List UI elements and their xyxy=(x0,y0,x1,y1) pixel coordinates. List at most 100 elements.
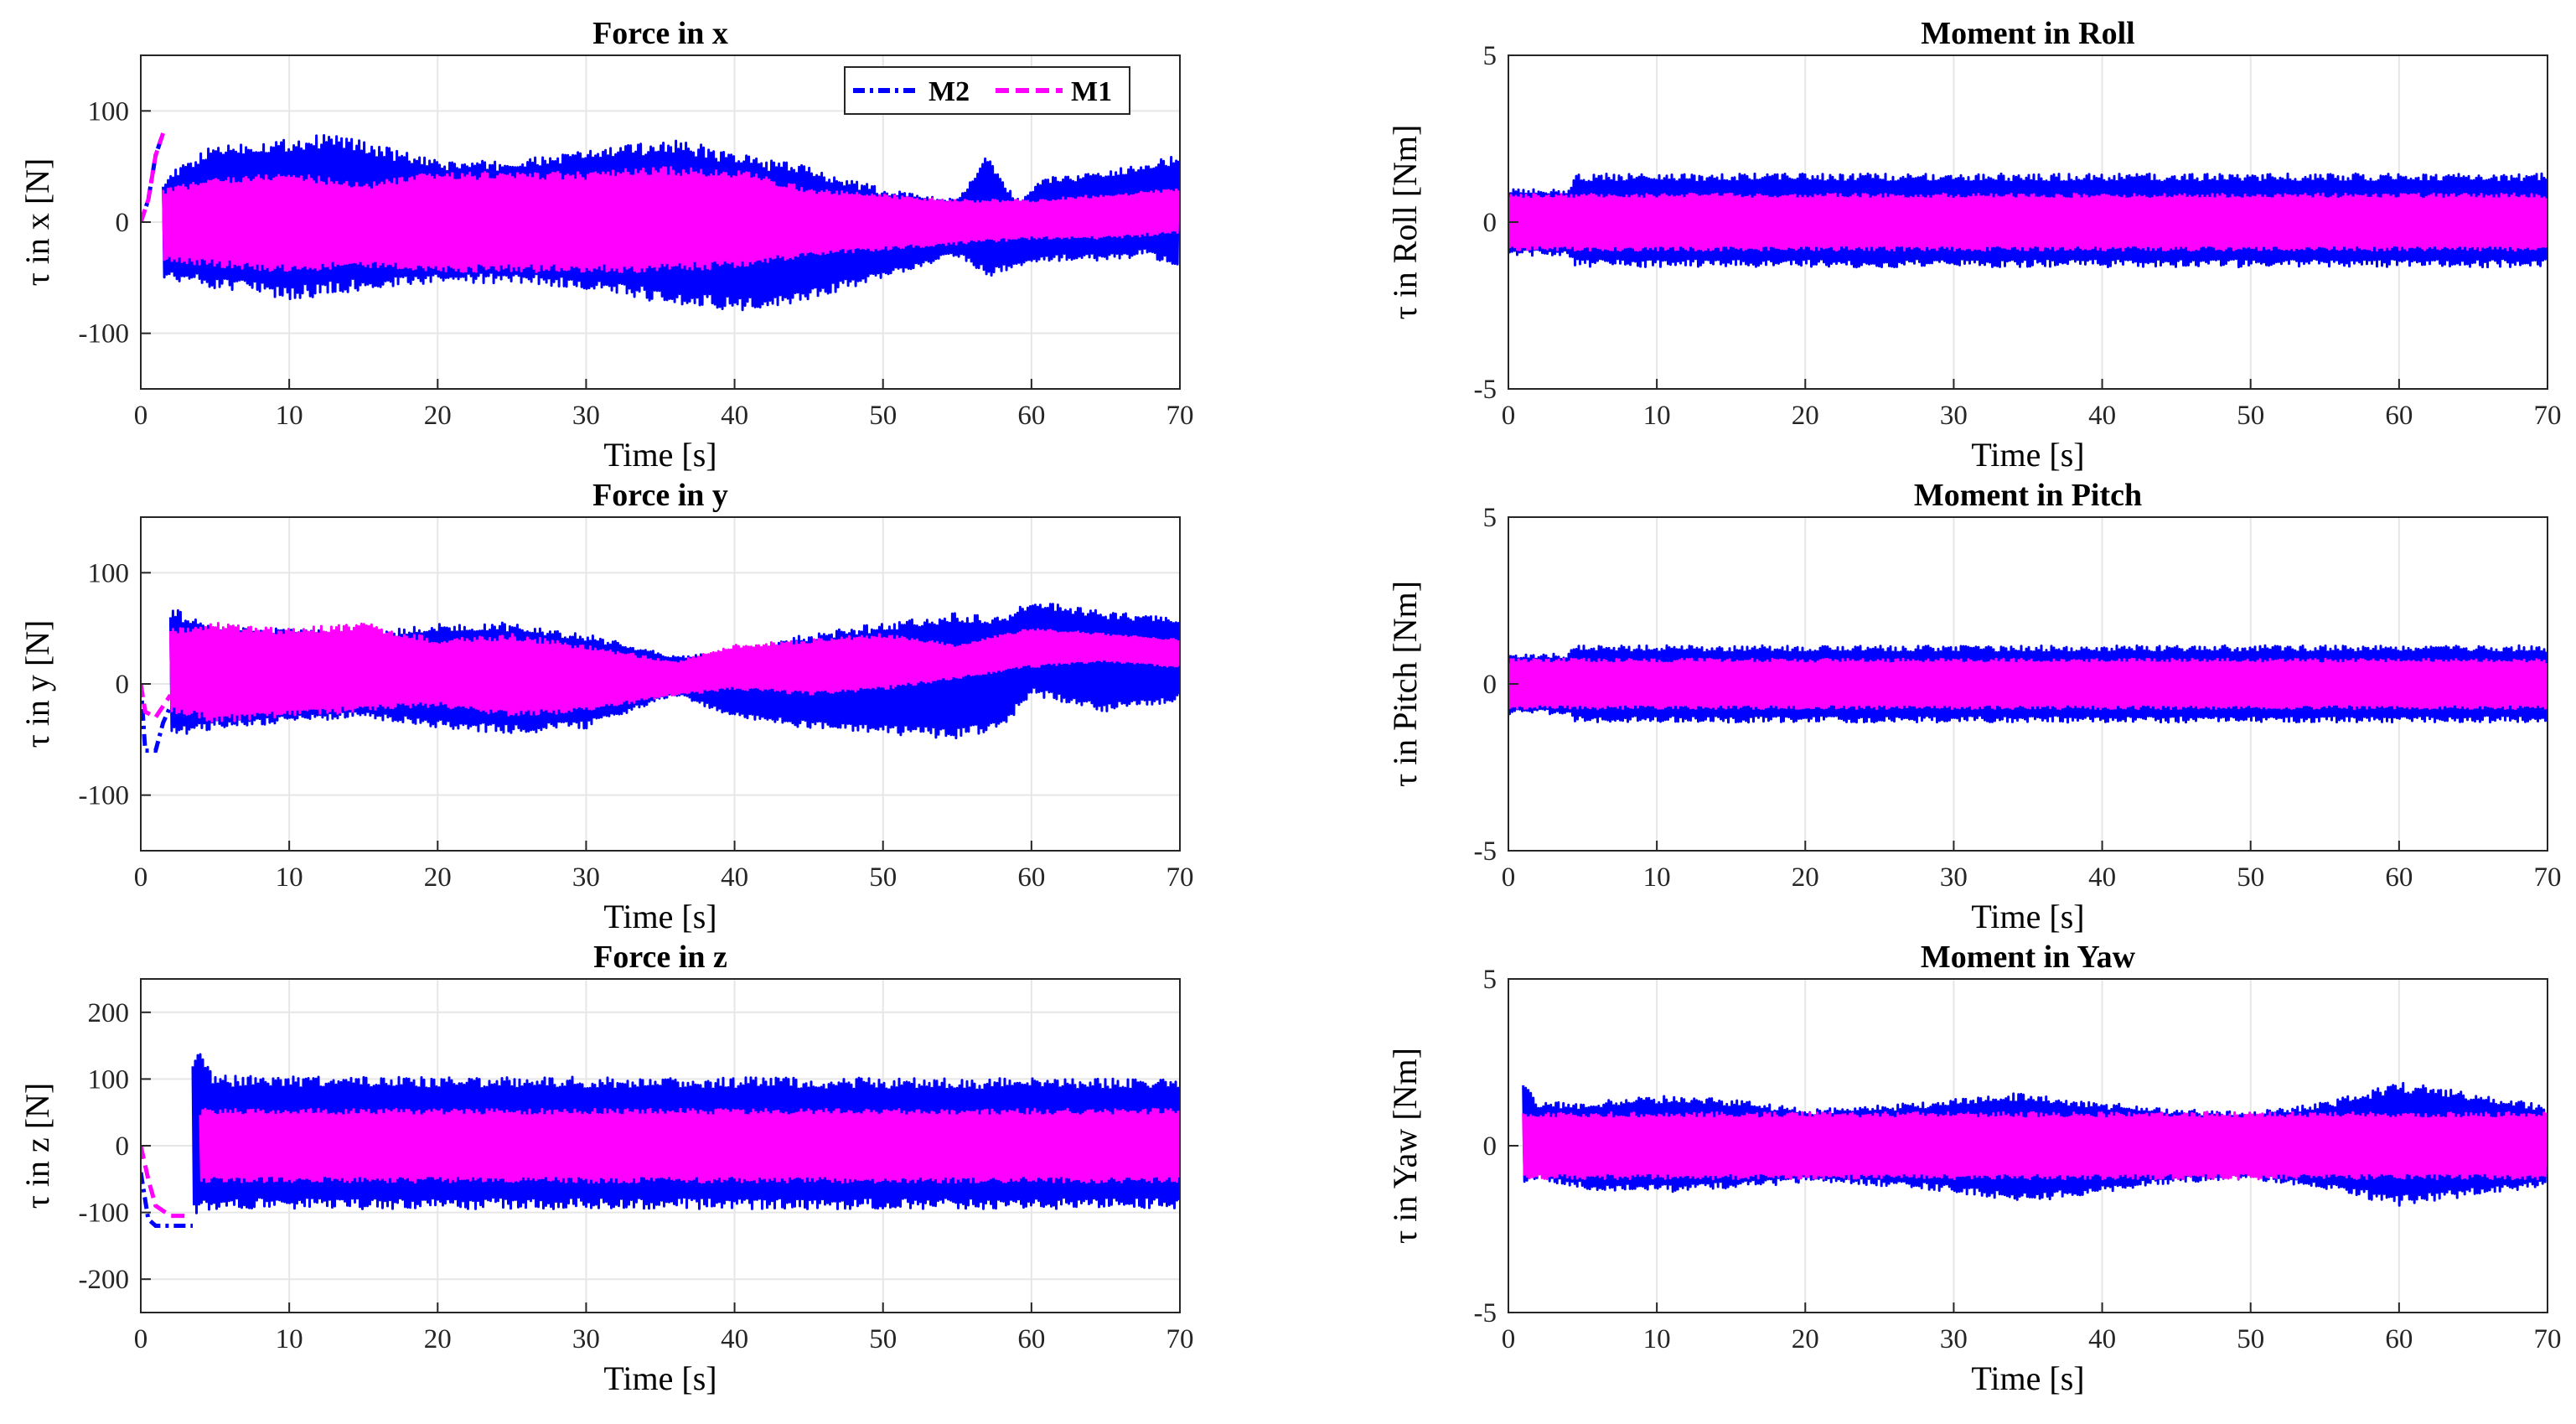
x-tick-label: 70 xyxy=(1166,401,1194,431)
legend-box xyxy=(844,66,1130,115)
x-tick-label: 70 xyxy=(2534,862,2562,893)
x-tick-label: 50 xyxy=(869,1324,897,1354)
y-axis-label: τ in z [N] xyxy=(18,1083,56,1209)
x-tick-label: 30 xyxy=(1940,1324,1968,1354)
y-tick-label: -200 xyxy=(79,1265,130,1295)
chart-fy: 0 10 20 30 40 50 60 70 -100 0 100 Force in y Time [s… xyxy=(18,478,1194,935)
chart-title: Force in y xyxy=(592,478,728,513)
chart-title: Moment in Pitch xyxy=(1914,478,2142,513)
x-tick-label: 0 xyxy=(1502,401,1516,431)
y-tick-label: -5 xyxy=(1474,1298,1497,1328)
series-M1 xyxy=(1508,192,2548,252)
y-tick-label: 5 xyxy=(1483,503,1497,533)
x-tick-label: 40 xyxy=(2088,1324,2116,1354)
series-M1 xyxy=(162,166,1180,273)
x-tick-label: 10 xyxy=(276,401,303,431)
x-tick-label: 10 xyxy=(276,862,303,893)
y-tick-label: 100 xyxy=(88,96,130,127)
plot-series xyxy=(141,132,1180,312)
x-tick-label: 20 xyxy=(424,1324,452,1354)
y-axis-label: τ in Yaw [Nm] xyxy=(1386,1048,1424,1244)
x-tick-label: 0 xyxy=(134,1324,148,1354)
legend: M2 M1 xyxy=(844,66,1130,115)
y-tick-label: -5 xyxy=(1474,375,1497,405)
x-tick-label: 20 xyxy=(424,862,452,893)
y-tick-label: 0 xyxy=(116,208,130,238)
x-tick-label: 10 xyxy=(1643,401,1671,431)
x-tick-label: 50 xyxy=(2237,862,2264,893)
x-tick-label: 20 xyxy=(1792,862,1819,893)
x-tick-label: 30 xyxy=(1940,862,1968,893)
x-tick-label: 0 xyxy=(134,862,148,893)
y-tick-label: 100 xyxy=(88,558,130,588)
x-tick-label: 70 xyxy=(1166,1324,1194,1354)
x-tick-label: 70 xyxy=(2534,401,2562,431)
x-tick-label: 40 xyxy=(721,1324,748,1354)
x-tick-label: 50 xyxy=(2237,1324,2264,1354)
plot-series xyxy=(1522,1081,2548,1207)
x-tick-label: 30 xyxy=(572,862,600,893)
x-axis-label: Time [s] xyxy=(603,436,716,474)
x-tick-label: 50 xyxy=(2237,401,2264,431)
x-axis-label: Time [s] xyxy=(1971,1359,2084,1397)
x-tick-label: 0 xyxy=(134,401,148,431)
y-tick-label: -5 xyxy=(1474,836,1497,867)
x-axis-label: Time [s] xyxy=(603,898,716,935)
x-tick-label: 60 xyxy=(2385,862,2413,893)
x-tick-label: 60 xyxy=(1017,862,1045,893)
y-tick-label: 100 xyxy=(88,1064,130,1095)
plot-series xyxy=(141,1053,1180,1228)
x-tick-label: 60 xyxy=(1017,1324,1045,1354)
y-tick-label: 5 xyxy=(1483,41,1497,71)
y-tick-label: -100 xyxy=(79,781,130,811)
y-tick-label: 0 xyxy=(1483,670,1497,700)
y-tick-label: 200 xyxy=(88,998,130,1028)
x-axis-label: Time [s] xyxy=(1971,898,2084,935)
series-M2-transient xyxy=(141,1172,193,1228)
series-M1-transient xyxy=(141,1145,186,1219)
y-tick-label: 0 xyxy=(1483,208,1497,238)
x-tick-label: 30 xyxy=(1940,401,1968,431)
legend-label-M1: M1 xyxy=(1071,76,1112,107)
x-tick-label: 60 xyxy=(1017,401,1045,431)
plot-series xyxy=(1508,172,2548,269)
x-tick-label: 50 xyxy=(869,401,897,431)
x-tick-label: 40 xyxy=(721,401,748,431)
y-tick-label: -100 xyxy=(79,1199,130,1229)
x-tick-label: 0 xyxy=(1502,1324,1516,1354)
y-tick-label: 0 xyxy=(116,670,130,700)
x-tick-label: 70 xyxy=(2534,1324,2562,1354)
plot-series xyxy=(1508,644,2548,724)
x-tick-label: 60 xyxy=(2385,1324,2413,1354)
y-axis-label: τ in y [N] xyxy=(18,620,56,748)
x-tick-label: 60 xyxy=(2385,401,2413,431)
legend-label-M2: M2 xyxy=(928,76,970,107)
y-axis-label: τ in x [N] xyxy=(18,158,56,287)
x-tick-label: 40 xyxy=(2088,862,2116,893)
x-tick-label: 20 xyxy=(424,401,452,431)
y-axis-label: τ in Pitch [Nm] xyxy=(1386,581,1424,787)
y-tick-label: 0 xyxy=(116,1131,130,1162)
y-tick-label: 5 xyxy=(1483,965,1497,995)
x-tick-label: 20 xyxy=(1792,1324,1819,1354)
x-tick-label: 70 xyxy=(1166,862,1194,893)
series-M1-transient xyxy=(141,132,165,223)
chart-fz: 0 10 20 30 40 50 60 70 -200 -100 0 100 200 Force in z… xyxy=(18,940,1194,1397)
x-tick-label: 10 xyxy=(1643,862,1671,893)
y-tick-label: 0 xyxy=(1483,1131,1497,1162)
x-axis-label: Time [s] xyxy=(1971,436,2084,474)
chart-title: Moment in Yaw xyxy=(1921,940,2136,975)
chart-title: Force in x xyxy=(592,16,728,51)
chart-fx: 0 10 20 30 40 50 60 70 -100 0 100 Force in x Time [s… xyxy=(18,16,1194,474)
x-tick-label: 30 xyxy=(572,401,600,431)
x-axis-label: Time [s] xyxy=(603,1359,716,1397)
x-tick-label: 10 xyxy=(1643,1324,1671,1354)
y-axis-label: τ in Roll [Nm] xyxy=(1386,125,1424,320)
plot-series xyxy=(141,603,1180,753)
series-M1 xyxy=(199,1107,1180,1184)
series-M1 xyxy=(168,622,1180,723)
